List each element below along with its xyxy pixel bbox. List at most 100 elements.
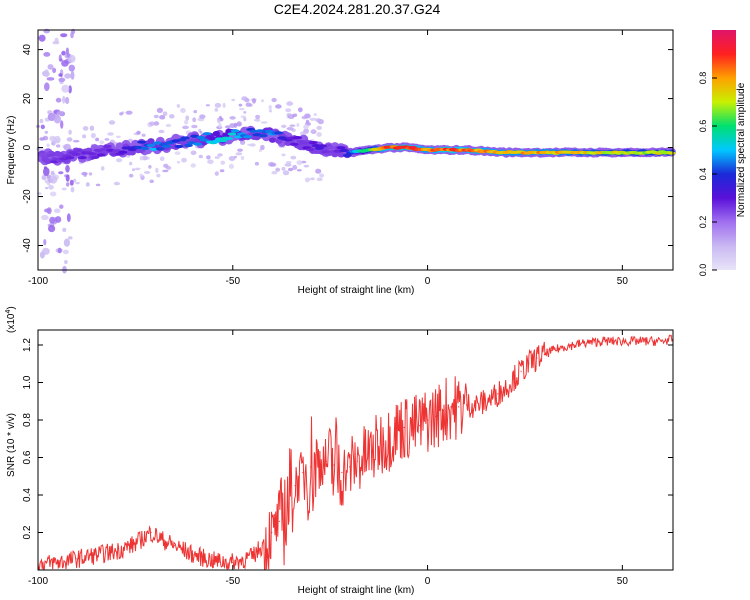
spectrogram-speckle [219, 169, 225, 173]
spectrogram-speckle [301, 115, 308, 120]
spectrogram-speckle [247, 143, 254, 147]
spectrogram-speckle [176, 160, 181, 164]
spectrogram-speckle [254, 118, 261, 122]
spectrogram-ridge-cell [202, 132, 212, 136]
spectrogram-ridge-cell [65, 156, 75, 160]
spectrogram-speckle [191, 124, 198, 129]
snr-y-ticks: 0.2 0.4 0.6 0.8 1.0 1.2 [22, 338, 673, 539]
spectrogram-speckle [90, 132, 96, 139]
spectrogram-noise-column [46, 77, 55, 81]
spectrogram-noise-column [66, 182, 70, 187]
spectrogram-ridge-cell [268, 137, 277, 143]
snr-point [212, 560, 214, 562]
spectrogram-speckle [116, 158, 123, 163]
y-tick-label: -40 [22, 238, 33, 253]
spectrogram-speckle [159, 156, 165, 161]
snr-frame [37, 329, 674, 571]
spectrogram-ridge-cell [74, 148, 84, 153]
colorbar-tick-label: 0.6 [698, 120, 708, 133]
spectrogram-speckle [205, 104, 210, 107]
spectrogram-speckle [50, 191, 57, 197]
spectrogram-speckle [165, 123, 172, 128]
spectrogram-ridge-cell [308, 141, 318, 145]
snr-point [302, 471, 304, 474]
spectrogram-speckle [159, 115, 166, 120]
spectrogram-speckle [313, 113, 317, 116]
spectrogram-speckle [131, 168, 136, 172]
spectrogram-ridge-cell [77, 156, 87, 160]
x-tick-label: -100 [28, 576, 48, 587]
spectrogram-speckle [193, 110, 197, 114]
spectrogram-ridge-cell [336, 146, 346, 150]
spectrogram-speckle [255, 114, 261, 120]
y-tick-label: 0.4 [22, 488, 33, 502]
spectrogram-ridge-cell [258, 134, 268, 138]
spectrogram-ridge-cell [321, 150, 330, 154]
colorbar-tick-label: 0.8 [698, 72, 708, 85]
spectrogram-noise-column [56, 144, 61, 148]
spectrogram-speckle [220, 160, 226, 165]
spectrogram-speckle [286, 113, 292, 116]
spectrogram-ridge-cell [147, 138, 155, 144]
spectrogram-speckle [158, 129, 165, 134]
spectrogram-noise-column [62, 95, 66, 104]
spectrogram-x-ticks: -100 -50 0 50 [28, 30, 628, 287]
spectrogram-noise-column [58, 73, 63, 77]
spectrogram-ridge-cell [314, 146, 324, 150]
spectrogram-speckle [61, 187, 67, 191]
spectrogram-ridge-cell [174, 144, 184, 149]
snr-point [551, 350, 553, 352]
spectrogram-ridge-cell [342, 153, 352, 158]
spectrogram-speckle [45, 186, 49, 190]
spectrogram-noise-column [43, 239, 47, 246]
spectrogram-speckle [129, 161, 133, 166]
multiplier-exponent: 4 [5, 310, 12, 314]
spectrogram-noise-column [65, 174, 70, 182]
spectrogram-speckle [316, 132, 322, 137]
spectrogram-ridge-cell [44, 158, 52, 165]
spectrogram-speckle [142, 155, 148, 161]
spectrogram-noise-column [39, 137, 45, 141]
spectrogram-noise-column [65, 165, 70, 173]
spectrogram-noise-column [64, 260, 68, 264]
spectrogram-speckle [275, 167, 281, 172]
spectrogram-noise-column [52, 67, 57, 74]
snr-point [150, 531, 152, 534]
spectrogram-ridge-cell [180, 136, 190, 140]
spectrogram-speckle [214, 171, 219, 176]
spectrogram-ridge-cell [299, 141, 309, 145]
spectrogram-ridge-cell [243, 135, 253, 139]
spectrogram-noise-column [61, 50, 66, 56]
colorbar-tick-label: 0.2 [698, 216, 708, 229]
spectrogram-speckle [88, 172, 93, 176]
snr-point [497, 393, 499, 395]
spectrogram-noise-column [57, 247, 62, 254]
spectrogram-speckle [235, 152, 243, 156]
spectrogram-speckle [73, 178, 77, 183]
snr-point [395, 428, 397, 430]
y-tick-label: 1.0 [22, 375, 33, 389]
spectrogram-speckle [199, 114, 206, 119]
chart-title: C2E4.2024.281.20.37.G24 [274, 1, 441, 17]
spectrogram-noise-column [60, 33, 68, 38]
spectrogram-noise-column [54, 216, 62, 223]
spectrogram-speckle [143, 171, 151, 174]
spectrogram-noise-column [62, 249, 69, 255]
spectrogram-speckle [155, 167, 159, 173]
snr-point [115, 550, 117, 552]
snr-point [333, 464, 335, 466]
snr-point [458, 406, 460, 408]
x-tick-label: 50 [617, 276, 629, 287]
spectrogram-speckle [281, 124, 287, 128]
snr-point [419, 425, 421, 427]
spectrogram-speckle [252, 98, 256, 104]
spectrogram-speckle [275, 104, 282, 109]
spectrogram-speckle [113, 181, 120, 186]
spectrogram-speckle [85, 182, 90, 187]
spectrogram-speckle [269, 162, 277, 167]
spectrogram-speckle [149, 121, 156, 126]
spectrogram-speckle [72, 139, 80, 143]
spectrogram-speckle [238, 103, 243, 107]
spectrogram-speckle [260, 121, 268, 124]
